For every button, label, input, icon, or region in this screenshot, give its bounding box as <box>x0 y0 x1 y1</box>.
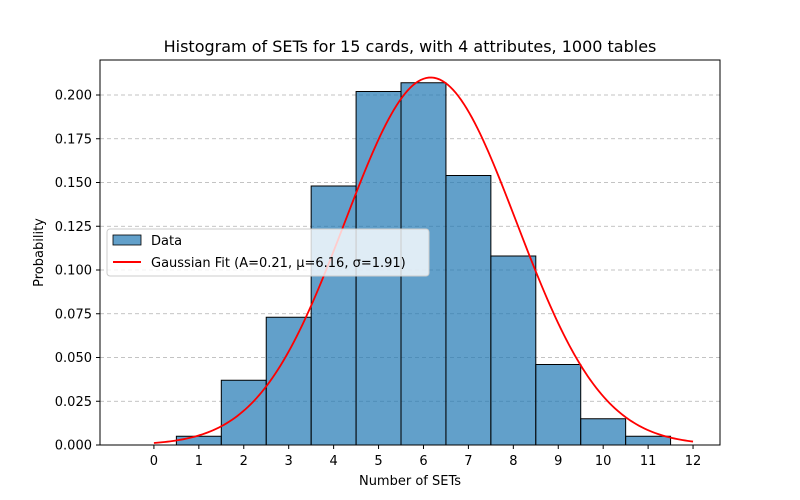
y-tick-label: 0.025 <box>55 395 92 410</box>
y-axis-ticks: 0.000 0.025 0.050 0.075 0.100 0.125 0.150 0.175… <box>55 89 100 454</box>
legend: Data Gaussian Fit (A=0.21, μ=6.16, σ=1.9… <box>106 228 430 277</box>
line-layer <box>153 76 694 444</box>
x-tick-label: 2 <box>240 454 248 469</box>
x-axis-label: Number of SETs <box>359 474 461 489</box>
histogram-bar <box>175 435 222 446</box>
x-tick-label: 10 <box>595 454 612 469</box>
legend-box <box>106 228 430 277</box>
x-tick-label: 7 <box>464 454 472 469</box>
x-tick-label: 4 <box>329 454 337 469</box>
y-tick-label: 0.050 <box>55 351 92 366</box>
legend-label-fit: Gaussian Fit (A=0.21, μ=6.16, σ=1.91) <box>151 256 406 271</box>
histogram-bar <box>220 379 267 446</box>
x-tick-label: 9 <box>554 454 562 469</box>
histogram-bar <box>625 435 672 446</box>
x-tick-label: 1 <box>195 454 203 469</box>
histogram-bar <box>265 316 312 446</box>
y-tick-label: 0.200 <box>55 89 92 104</box>
y-tick-label: 0.100 <box>55 264 92 279</box>
y-tick-label: 0.125 <box>55 220 92 235</box>
legend-label-data: Data <box>151 234 182 249</box>
y-tick-label: 0.175 <box>55 132 92 147</box>
gaussian-fit-line <box>153 76 694 444</box>
histogram-bar <box>580 418 627 446</box>
x-axis-ticks: 0 1 2 3 4 5 6 7 8 9 10 11 12 <box>150 445 702 469</box>
legend-swatch-data <box>112 234 142 246</box>
x-tick-label: 5 <box>374 454 382 469</box>
y-axis-label: Probability <box>32 218 47 287</box>
histogram-bar <box>310 185 357 446</box>
chart-title: Histogram of SETs for 15 cards, with 4 a… <box>164 37 657 56</box>
x-tick-label: 12 <box>685 454 702 469</box>
y-tick-label: 0.000 <box>55 439 92 454</box>
bars-layer <box>175 82 672 446</box>
x-tick-label: 6 <box>419 454 427 469</box>
y-tick-label: 0.075 <box>55 307 92 322</box>
x-tick-label: 3 <box>285 454 293 469</box>
histogram-bar <box>445 175 492 446</box>
plot-frame <box>99 59 721 446</box>
x-tick-label: 8 <box>509 454 517 469</box>
histogram-bar <box>535 364 582 446</box>
histogram-bar <box>490 255 537 446</box>
x-tick-label: 11 <box>640 454 657 469</box>
y-tick-label: 0.150 <box>55 176 92 191</box>
x-tick-label: 0 <box>150 454 158 469</box>
